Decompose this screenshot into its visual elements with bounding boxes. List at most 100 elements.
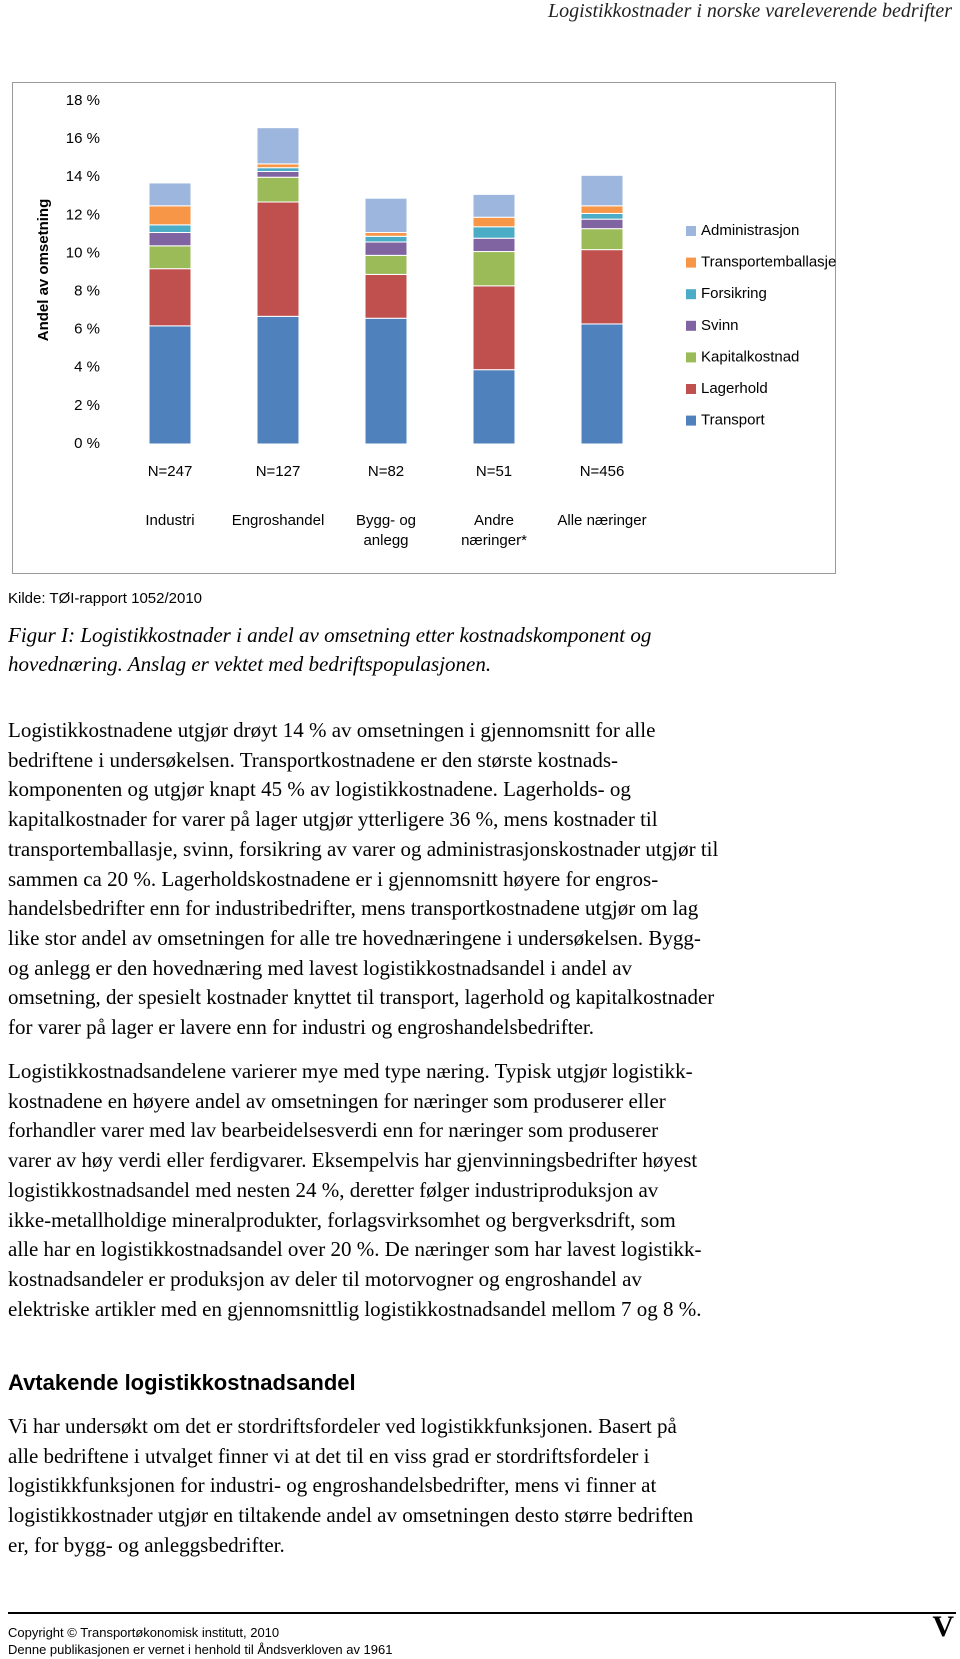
bar-segment: [148, 245, 192, 270]
y-tick-label: 14 %: [66, 168, 100, 185]
n-label: N=82: [368, 463, 404, 480]
bar-segment: [148, 182, 192, 207]
y-tick-label: 12 %: [66, 206, 100, 223]
y-tick-label: 0 %: [74, 435, 100, 452]
paragraph: Logistikkostnadene utgjør drøyt 14 % av …: [8, 716, 718, 1043]
bar-segment: [472, 369, 516, 445]
n-label: N=51: [476, 463, 512, 480]
text-line: omsetning, der spesielt kostnader knytte…: [8, 985, 715, 1010]
bar-segment: [364, 254, 408, 275]
x-tick-label: Industri: [145, 512, 195, 529]
text-line: like stor andel av omsetningen for alle …: [8, 925, 701, 950]
bar-segment: [364, 235, 408, 243]
bar-segment: [580, 212, 624, 220]
bar-segment: [472, 216, 516, 228]
bar-segment: [148, 205, 192, 226]
x-tick-label: Engroshandel: [231, 512, 325, 529]
text-line: for varer på lager er lavere enn for ind…: [8, 1015, 595, 1040]
text-line: Logistikkostnadsandelene varierer mye me…: [8, 1059, 693, 1083]
bar-segment: [364, 197, 408, 233]
x-tick-label: Andre næringer*: [461, 512, 527, 549]
legend-label: Transport: [701, 412, 765, 429]
bar-segment: [148, 224, 192, 233]
legend-swatch: [686, 352, 696, 363]
text-line: logistikkostnader utgjør en tiltakende a…: [8, 1503, 694, 1528]
x-tick-label: Bygg- og anlegg: [355, 512, 417, 549]
bar-segment: [472, 251, 516, 287]
n-label: N=127: [256, 463, 301, 480]
caption-line: hovednæring. Anslag er vektet med bedrif…: [8, 651, 492, 676]
notice: Denne publikasjonen er vernet i henhold …: [8, 1642, 393, 1657]
bar-segment: [364, 231, 408, 237]
text-line: bedriftene i undersøkelsen. Transportkos…: [8, 747, 619, 772]
y-tick-label: 8 %: [74, 283, 100, 300]
text-line: logistikkfunksjonen for industri- og eng…: [8, 1473, 657, 1498]
bar-segment: [364, 241, 408, 256]
y-tick-label: 16 %: [66, 130, 100, 147]
text-line: alle bedriftene i utvalget finner vi at …: [8, 1443, 650, 1468]
text-line: forhandler varer med lav bearbeidelsesve…: [8, 1118, 659, 1143]
text-line: komponenten og utgjør knapt 45 % av logi…: [8, 777, 631, 802]
y-tick-label: 10 %: [66, 244, 100, 261]
copyright: Copyright © Transportøkonomisk institutt…: [8, 1625, 280, 1640]
bar-segment: [256, 171, 300, 178]
legend-label: Lagerhold: [701, 380, 768, 397]
bar-segment: [472, 193, 516, 218]
y-tick-label: 18 %: [66, 92, 100, 109]
bar-segment: [580, 218, 624, 230]
n-label: N=247: [148, 463, 193, 480]
legend-label: Forsikring: [701, 285, 767, 302]
bar-segment: [472, 237, 516, 253]
text-line: ikke-metallholdige mineralprodukter, for…: [8, 1207, 676, 1232]
running-header: Logistikkostnader i norske vareleverende…: [548, 0, 952, 22]
legend-swatch: [686, 226, 696, 236]
bar-segment: [256, 176, 300, 203]
bar-segment: [364, 273, 408, 319]
text-line: Logistikkostnadene utgjør drøyt 14 % av …: [8, 718, 656, 742]
bar-segment: [580, 228, 624, 251]
text-line: kostnadene en høyere andel av omsetninge…: [8, 1088, 666, 1113]
bar-segment: [364, 317, 408, 445]
y-tick-label: 4 %: [74, 359, 100, 376]
footer-rule: [8, 1612, 956, 1614]
bar-segment: [580, 205, 624, 214]
paragraph: Logistikkostnadsandelene varierer mye me…: [8, 1057, 701, 1324]
paragraph: Vi har undersøkt om det er stordriftsfor…: [8, 1412, 693, 1561]
text-line: elektriske artikler med en gjennomsnittl…: [8, 1296, 702, 1321]
legend-label: Transportemballasje: [701, 254, 836, 271]
text-line: handelsbedrifter enn for industribedrift…: [8, 896, 699, 921]
legend-label: Administrasjon: [701, 222, 799, 239]
text-line: sammen ca 20 %. Lagerholdskostnadene er …: [8, 866, 659, 891]
bar-segment: [256, 315, 300, 445]
text-line: varer av høy verdi eller ferdigvarer. Ek…: [8, 1148, 698, 1173]
chart: Andel av omsetning 0 % 2 % 4 % 6 % 8 % 10 % 12…: [12, 82, 836, 574]
source: Kilde: TØI-rapport 1052/2010: [8, 590, 203, 607]
legend-label: Svinn: [701, 317, 739, 334]
bar-segment: [256, 127, 300, 165]
legend-label: Kapitalkostnad: [701, 348, 799, 365]
legend-swatch: [686, 384, 696, 394]
text-line: kapitalkostnader for varer på lager utgj…: [8, 807, 658, 832]
bar-segment: [256, 163, 300, 169]
text-line: er, for bygg- og anleggsbedrifter.: [8, 1532, 285, 1557]
bar-segment: [148, 231, 192, 247]
legend-swatch: [686, 415, 696, 426]
bar-segment: [256, 201, 300, 317]
text-line: og anlegg er den hovednæring med lavest …: [8, 955, 633, 980]
text-line: transportemballasje, svinn, forsikring a…: [8, 836, 719, 861]
n-label: N=456: [580, 463, 625, 480]
caption-line: Figur I: Logistikkostnader i andel av om…: [8, 623, 652, 647]
bar-segment: [256, 167, 300, 173]
bar-segment: [472, 285, 516, 371]
figure-caption: Figur I: Logistikkostnader i andel av om…: [8, 621, 651, 678]
legend-swatch: [686, 289, 696, 300]
legend-swatch: [686, 257, 696, 268]
x-tick-label: Alle næringer: [557, 512, 647, 529]
bar-segment: [580, 174, 624, 207]
text-line: alle har en logistikkostnadsandel over 2…: [8, 1237, 702, 1262]
legend-swatch: [686, 320, 696, 331]
page-number: V: [932, 1610, 954, 1643]
text-line: kostnadsandeler er produksjon av deler t…: [8, 1266, 642, 1291]
text-line: logistikkostnadsandel med nesten 24 %, d…: [8, 1177, 659, 1202]
